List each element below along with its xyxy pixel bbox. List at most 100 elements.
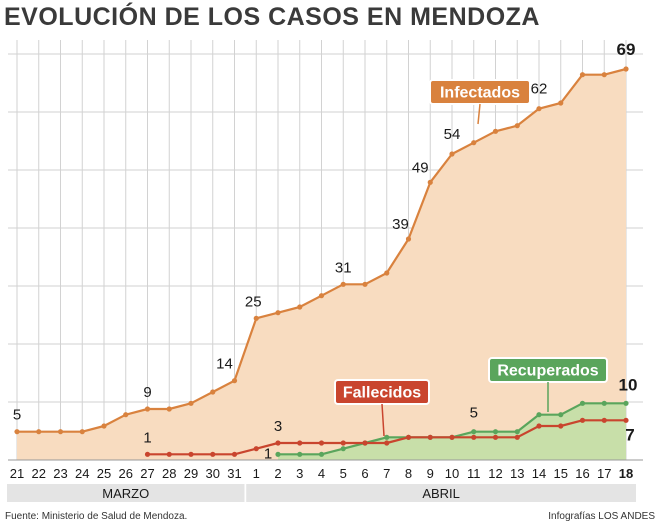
tick-label-6: 6	[361, 466, 368, 481]
point-recuperados-5	[340, 446, 346, 452]
point-recuperados-12	[492, 429, 499, 435]
value-label-infectados-10: 54	[444, 126, 461, 143]
tick-label-25: 25	[97, 466, 111, 481]
tick-label-30: 30	[206, 466, 220, 481]
tick-label-11: 11	[467, 466, 481, 481]
tick-label-2: 2	[274, 466, 281, 481]
series-label-boxes: Infectados Recuperados Fallecidos	[334, 79, 608, 437]
tick-label-5: 5	[340, 466, 347, 481]
point-infectados-7	[384, 270, 390, 276]
tick-label-21: 21	[10, 466, 24, 481]
point-fallecidos-12	[492, 434, 499, 440]
point-infectados-3	[297, 304, 303, 310]
pointer-fallecidos	[381, 403, 385, 437]
label-fallecidos: Fallecidos	[343, 385, 421, 402]
tick-label-27: 27	[140, 466, 154, 481]
point-recuperados-18	[623, 400, 629, 406]
tick-label-26: 26	[119, 466, 133, 481]
point-recuperados-14	[536, 412, 542, 418]
value-label-recuperados-2: 1	[264, 445, 272, 462]
tick-label-9: 9	[427, 466, 434, 481]
point-infectados-29	[188, 400, 194, 406]
point-recuperados-15	[558, 412, 564, 418]
point-recuperados-13	[514, 429, 520, 435]
point-recuperados-17	[601, 400, 607, 406]
tick-label-1: 1	[253, 466, 260, 481]
tick-label-4: 4	[318, 466, 325, 481]
label-recuperados: Recuperados	[497, 363, 598, 380]
point-fallecidos-6	[362, 440, 368, 446]
value-label-fallecidos-18: 7	[625, 425, 634, 444]
point-infectados-26	[123, 412, 129, 418]
value-label-infectados-21: 5	[13, 407, 21, 424]
point-recuperados-2	[275, 451, 281, 457]
point-infectados-1	[253, 315, 259, 321]
value-label-infectados-27: 9	[143, 384, 151, 401]
value-label-infectados-18: 69	[617, 40, 636, 59]
tick-label-17: 17	[597, 466, 611, 481]
point-infectados-11	[471, 140, 477, 146]
point-fallecidos-17	[601, 417, 607, 423]
month-band-abril	[246, 484, 636, 502]
tick-label-3: 3	[296, 466, 303, 481]
point-fallecidos-18	[623, 417, 629, 423]
tick-label-24: 24	[75, 466, 89, 481]
point-infectados-10	[449, 151, 455, 157]
point-fallecidos-14	[536, 423, 542, 429]
point-infectados-14	[536, 106, 542, 112]
value-label-infectados-14: 62	[531, 81, 548, 98]
series-areas	[17, 69, 626, 460]
point-infectados-8	[405, 236, 412, 242]
tick-label-10: 10	[445, 466, 459, 481]
point-fallecidos-27	[144, 451, 151, 457]
point-infectados-15	[558, 100, 564, 106]
area-recuperados	[278, 403, 626, 460]
tick-label-15: 15	[554, 466, 568, 481]
point-fallecidos-30	[210, 451, 216, 457]
point-infectados-16	[579, 72, 586, 78]
point-infectados-17	[601, 72, 607, 78]
point-infectados-27	[144, 406, 151, 412]
point-fallecidos-3	[297, 440, 303, 446]
point-infectados-9	[427, 179, 433, 185]
point-infectados-30	[210, 389, 216, 395]
tick-label-14: 14	[532, 466, 546, 481]
tick-label-23: 23	[53, 466, 67, 481]
tick-label-13: 13	[510, 466, 524, 481]
point-recuperados-4	[318, 451, 325, 457]
value-label-infectados-1: 25	[245, 293, 262, 310]
value-label-infectados-8: 39	[392, 216, 409, 233]
label-infectados: Infectados	[440, 85, 520, 102]
value-label-fallecidos-2: 3	[274, 418, 282, 435]
point-infectados-25	[101, 423, 107, 429]
point-recuperados-7	[384, 434, 390, 440]
point-fallecidos-9	[427, 434, 433, 440]
pointer-infectados	[477, 103, 481, 125]
point-fallecidos-7	[384, 440, 390, 446]
point-infectados-23	[57, 429, 64, 435]
area-infectados	[17, 69, 626, 460]
point-infectados-13	[514, 123, 520, 129]
month-label-marzo: MARZO	[102, 486, 149, 501]
x-axis: 21 22 23 24 25 26 27 28 29 30 31 1 2 3 4 5 6 7 8 9 10 11 12 13 1…	[7, 459, 643, 502]
value-label-fallecidos-27: 1	[143, 429, 151, 446]
point-fallecidos-15	[558, 423, 564, 429]
series-points	[14, 66, 629, 457]
tick-label-12: 12	[488, 466, 502, 481]
point-recuperados-3	[297, 451, 303, 457]
source-note: Fuente: Ministerio de Salud de Mendoza.	[5, 511, 188, 522]
tick-label-18: 18	[619, 466, 633, 481]
chart-title: EVOLUCIÓN DE LOS CASOS EN MENDOZA	[4, 3, 540, 31]
point-fallecidos-11	[471, 434, 477, 440]
point-fallecidos-4	[318, 440, 325, 446]
point-recuperados-11	[471, 429, 477, 435]
value-label-infectados-5: 31	[335, 259, 352, 276]
point-infectados-4	[318, 293, 325, 299]
credit-note: Infografías LOS ANDES	[548, 511, 655, 522]
point-fallecidos-16	[579, 417, 586, 423]
point-infectados-5	[340, 281, 346, 287]
month-label-abril: ABRIL	[422, 486, 460, 501]
point-infectados-6	[362, 281, 368, 287]
